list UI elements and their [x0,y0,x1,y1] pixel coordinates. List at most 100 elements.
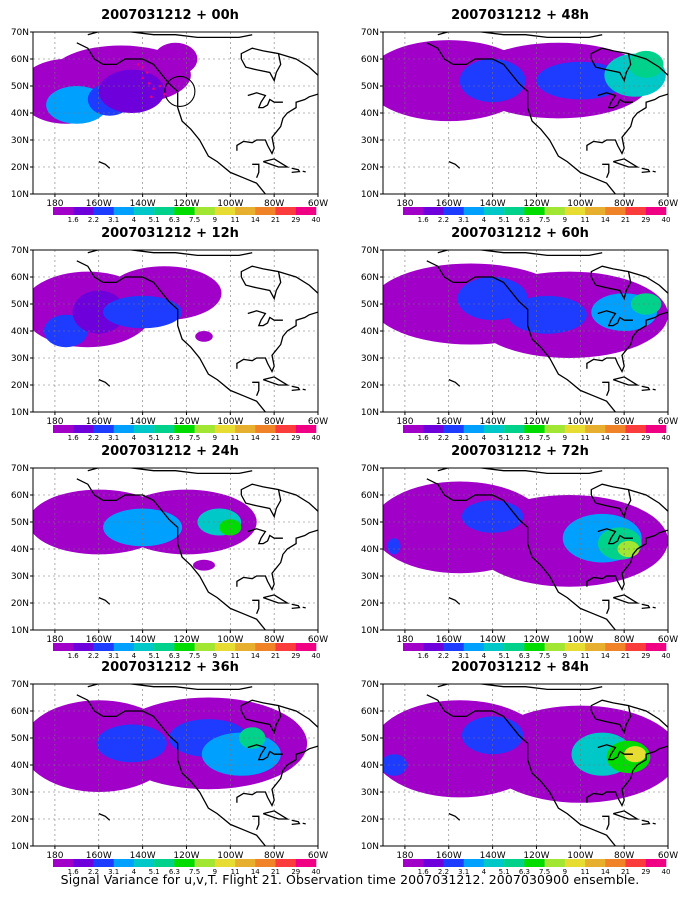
coastline [236,311,318,374]
coastline [586,745,668,808]
colorbar-swatch [255,425,276,433]
colorbar-swatch [154,859,175,867]
coastline [448,160,461,169]
colorbar-swatch [73,425,94,433]
colorbar-label: 4 [132,652,137,660]
colorbar-swatch [53,643,74,651]
colorbar-swatch [463,859,485,867]
colorbar-swatch [463,643,485,651]
colorbar-swatch [504,643,525,651]
coastline [247,528,283,545]
coastline [98,160,111,169]
variance-contour [624,746,647,763]
lat-tick-label: 70N [361,246,379,256]
lon-tick-label: 100W [567,417,593,427]
colorbar-label: 3.1 [108,216,119,224]
colorbar-swatch [235,207,256,215]
colorbar-swatch [154,425,175,433]
map-plot: 70N 60N 50N 40N 30N 20N 10N 180 160W 140W 120W 100W… [361,680,678,876]
coastline [302,170,306,173]
colorbar-label: 6.3 [169,652,180,660]
variance-contour [461,500,524,533]
lon-tick-label: 140W [480,635,506,645]
colorbar-label: 29 [641,652,650,660]
lat-tick-label: 50N [11,518,29,528]
colorbar-swatch [524,859,545,867]
colorbar-label: 29 [291,868,300,876]
coastline [641,819,651,826]
lon-tick-label: 120W [523,635,549,645]
colorbar-swatch [194,859,216,867]
colorbar-label: 29 [641,434,650,442]
colorbar-swatch [544,859,566,867]
coastline [597,310,633,327]
colorbar-label: 14 [601,868,610,876]
colorbar-swatch [504,207,525,215]
lat-tick-label: 60N [361,273,379,283]
colorbar-swatch [174,643,195,651]
colorbar-swatch [154,643,175,651]
colorbar-swatch [443,207,464,215]
colorbar-swatch [483,207,505,215]
variance-contour [98,69,165,113]
lon-tick-label: 120W [523,851,549,861]
observation-region-circle [164,75,196,107]
variance-contour [103,508,183,547]
variance-contour [383,754,408,776]
colorbar-swatch [255,643,276,651]
variance-contour [72,290,126,334]
coastline [291,167,301,174]
lon-tick-label: 100W [217,199,243,209]
lon-tick-label: 120W [173,199,199,209]
lon-tick-label: 180 [396,199,413,209]
colorbar-swatch [483,643,505,651]
colorbar-label: 5.1 [499,868,510,876]
map-panel: 2007031212 + 24h 70N 60N 50N 40N 30N 20N 10N 180… [0,444,340,669]
colorbar-swatch [194,207,216,215]
colorbar-label: 29 [641,216,650,224]
colorbar-label: 6.3 [519,434,530,442]
coastline [291,603,301,610]
lat-tick-label: 60N [361,55,379,65]
panel-title: 2007031212 + 72h [451,444,589,459]
colorbar-label: 1.6 [68,216,80,224]
lon-tick-label: 140W [130,199,156,209]
lon-tick-label: 180 [46,851,63,861]
lon-tick-label: 160W [436,417,462,427]
colorbar-swatch [403,643,424,651]
colorbar-label: 14 [251,216,260,224]
colorbar-swatch [255,859,276,867]
lat-tick-label: 10N [361,190,379,200]
lon-tick-label: 80W [264,635,284,645]
panel-title: 2007031212 + 24h [101,444,239,459]
coastline [87,250,253,257]
variance-contour [239,727,266,749]
colorbar-label: 9 [213,652,217,660]
colorbar-swatch [423,207,444,215]
lon-tick-label: 100W [567,199,593,209]
lon-tick-label: 60W [308,635,328,645]
lat-tick-label: 60N [11,273,29,283]
colorbar-swatch [423,425,444,433]
colorbar-swatch [275,207,296,215]
lon-tick-label: 180 [396,417,413,427]
lat-tick-label: 70N [11,246,29,256]
colorbar-swatch [73,643,94,651]
lat-tick-label: 50N [361,300,379,310]
lat-tick-label: 30N [361,788,379,798]
colorbar-label: 29 [291,216,300,224]
colorbar-swatch [564,425,586,433]
colorbar-label: 21 [621,652,630,660]
variance-contour [219,519,242,536]
colorbar-label: 4 [482,216,487,224]
lat-tick-label: 50N [361,734,379,744]
coastline [641,167,651,174]
colorbar-label: 6.3 [169,868,180,876]
coastline [448,596,461,605]
colorbar-label: 3.1 [108,434,119,442]
coastline [247,744,283,761]
colorbar-swatch [605,859,626,867]
coastline [652,822,656,825]
colorbar-label: 11 [581,868,590,876]
coastline [612,158,640,168]
